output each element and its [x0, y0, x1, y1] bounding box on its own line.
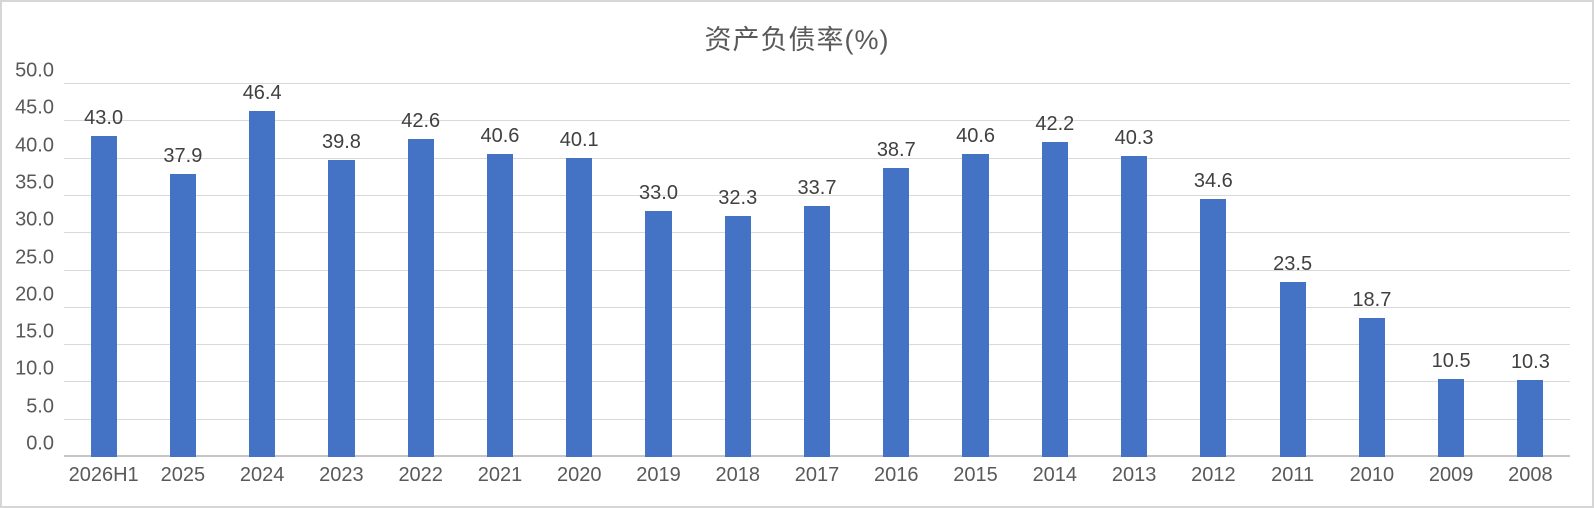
x-axis-tick-label-2025: 2025: [160, 464, 206, 486]
x-axis-tick-label-2012: 2012: [1191, 464, 1236, 486]
bar-2009[interactable]: [1438, 378, 1465, 457]
x-axis-tick-label-2021: 2021: [477, 464, 523, 486]
y-axis-tick-label: 5.0: [26, 395, 54, 418]
bar-slot-2018: 32.3: [698, 84, 777, 457]
bar-2026H1[interactable]: [90, 136, 117, 457]
bar-slot-2013: 40.3: [1094, 84, 1173, 457]
data-label-2020: 40.1: [559, 128, 599, 151]
plot-area: 43.0 37.9 46.4 39.8 42.6 40.6 40.1 33.0 32.3 33.7…: [64, 81, 1570, 457]
x-axis-tick-label-2014: 2014: [1032, 464, 1078, 486]
data-label-2012: 34.6: [1193, 169, 1233, 192]
data-label-2023: 39.8: [321, 131, 361, 154]
y-axis-tick-label: 50.0: [15, 59, 54, 82]
bar-slot-2025: 37.9: [143, 84, 222, 457]
gridline: [64, 194, 1570, 196]
y-axis-tick-label: 10.0: [15, 357, 54, 380]
gridline: [64, 157, 1570, 159]
bar-slot-2009: 10.5: [1412, 84, 1491, 457]
gridline: [64, 83, 1570, 84]
bar-2024[interactable]: [249, 110, 276, 457]
bar-slot-2015: 40.6: [936, 84, 1015, 457]
y-axis-tick-label: 30.0: [15, 208, 54, 231]
x-axis-tick-label-2023: 2023: [319, 464, 364, 486]
bar-2013[interactable]: [1121, 156, 1148, 457]
bar-slot-2017: 33.7: [777, 84, 856, 457]
bar-2023[interactable]: [328, 160, 355, 457]
bar-2020[interactable]: [566, 157, 593, 457]
bar-slot-2019: 33.0: [619, 84, 698, 457]
y-axis-tick-label: 20.0: [15, 283, 54, 306]
bars-layer: 43.0 37.9 46.4 39.8 42.6 40.6 40.1 33.0 32.3 33.7…: [64, 81, 1570, 457]
y-axis-tick-label: 0.0: [26, 432, 54, 455]
bar-slot-2022: 42.6: [381, 84, 460, 457]
bar-2017[interactable]: [803, 205, 831, 457]
bar-slot-2012: 34.6: [1174, 84, 1253, 457]
bar-2015[interactable]: [962, 154, 989, 457]
data-label-2011: 23.5: [1273, 252, 1313, 275]
x-axis-tick-label-2018: 2018: [715, 464, 761, 486]
bar-slot-2014: 42.2: [1015, 84, 1094, 457]
data-label-2008: 10.3: [1510, 351, 1550, 374]
x-axis-tick-label-2013: 2013: [1111, 464, 1157, 486]
y-axis-tick-label: 35.0: [15, 171, 54, 194]
bar-slot-2021: 40.6: [460, 84, 539, 457]
data-label-2018: 32.3: [718, 187, 758, 210]
x-axis-tick-label-2024: 2024: [239, 464, 285, 486]
bar-2012[interactable]: [1200, 198, 1227, 457]
bar-2014[interactable]: [1041, 142, 1068, 457]
bar-2019[interactable]: [645, 210, 672, 457]
x-axis-tick-label-2017: 2017: [794, 464, 840, 486]
data-label-2022: 42.6: [401, 110, 441, 133]
bar-slot-2011: 23.5: [1253, 84, 1332, 457]
data-label-2021: 40.6: [480, 125, 520, 148]
chart-title: 资产负债率(%): [704, 25, 890, 55]
bar-2016[interactable]: [883, 168, 910, 457]
x-axis-tick-label-2011: 2011: [1271, 464, 1315, 486]
data-label-2026H1: 43.0: [84, 107, 124, 130]
bar-2018[interactable]: [724, 216, 751, 457]
bar-slot-2026H1: 43.0: [64, 84, 143, 457]
bar-2011[interactable]: [1279, 281, 1306, 457]
x-axis-tick-label-2015: 2015: [953, 464, 998, 486]
data-label-2009: 10.5: [1431, 349, 1471, 372]
y-axis-tick-label: 45.0: [15, 96, 54, 119]
bar-2022[interactable]: [407, 139, 434, 457]
x-axis-tick-label-2019: 2019: [636, 464, 681, 486]
x-axis-tick-label-2020: 2020: [556, 464, 602, 486]
y-axis-tick-label: 40.0: [15, 134, 54, 157]
y-axis-tick-label: 15.0: [15, 320, 54, 343]
bar-slot-2023: 39.8: [302, 84, 381, 457]
x-axis-tick-label-2016: 2016: [874, 464, 919, 486]
x-axis-tick-label-2008: 2008: [1508, 464, 1553, 486]
bar-slot-2008: 10.3: [1491, 84, 1570, 457]
y-axis-tick-label: 25.0: [15, 246, 54, 268]
data-label-2025: 37.9: [163, 145, 203, 168]
data-label-2013: 40.3: [1114, 127, 1154, 150]
data-label-2017: 33.7: [797, 176, 837, 199]
x-axis-tick-label-2009: 2009: [1428, 464, 1474, 486]
bar-2025[interactable]: [169, 174, 196, 457]
bar-slot-2016: 38.7: [857, 84, 936, 457]
bar-2021[interactable]: [486, 154, 514, 457]
bar-slot-2020: 40.1: [540, 84, 619, 457]
x-axis-tick-label-2022: 2022: [398, 464, 443, 486]
bar-slot-2010: 18.7: [1332, 84, 1411, 457]
x-axis-tick-label-2026H1: 2026H1: [68, 464, 139, 486]
gridline: [64, 120, 1570, 122]
x-axis: 2026H1 2025 2024 2023 2022 2021 2020 2019 2018 20…: [64, 464, 1570, 487]
bar-2010[interactable]: [1358, 317, 1385, 457]
data-label-2016: 38.7: [876, 139, 916, 162]
data-label-2019: 33.0: [639, 181, 678, 204]
data-label-2010: 18.7: [1352, 288, 1392, 311]
y-axis: 0.0 5.0 10.0 15.0 20.0 25.0 30.0 35.0 40.0 45.0 50…: [2, 60, 54, 457]
bar-slot-2024: 46.4: [223, 81, 302, 457]
data-label-2024: 46.4: [242, 81, 282, 104]
bar-2008[interactable]: [1517, 380, 1544, 457]
x-axis-tick-label-2010: 2010: [1349, 464, 1395, 486]
data-label-2015: 40.6: [956, 125, 996, 148]
data-label-2014: 42.2: [1035, 113, 1075, 136]
